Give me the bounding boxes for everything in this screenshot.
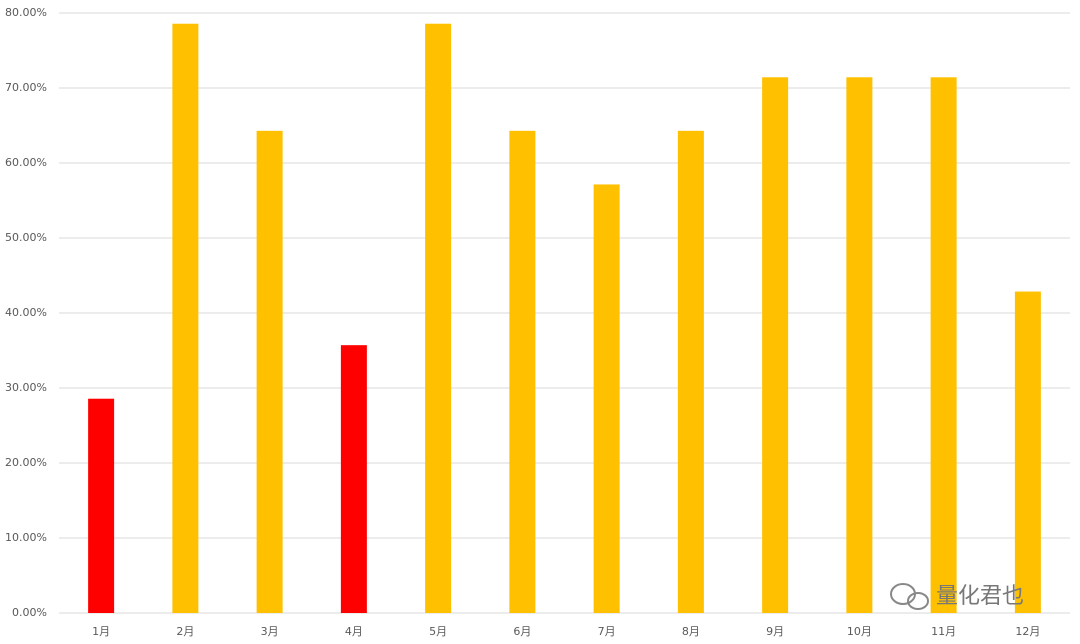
- y-tick-label: 20.00%: [5, 456, 47, 469]
- x-tick-label: 5月: [429, 625, 447, 638]
- bar: [88, 398, 115, 613]
- y-tick-label: 30.00%: [5, 381, 47, 394]
- x-tick-label: 9月: [766, 625, 784, 638]
- y-tick-label: 60.00%: [5, 156, 47, 169]
- watermark: 量化君也: [936, 584, 1024, 609]
- x-tick-label: 12月: [1015, 625, 1040, 638]
- y-tick-label: 50.00%: [5, 231, 47, 244]
- y-tick-label: 10.00%: [5, 531, 47, 544]
- bar: [172, 23, 199, 614]
- bar: [256, 130, 283, 613]
- y-tick-label: 70.00%: [5, 81, 47, 94]
- watermark-icon: [890, 583, 929, 610]
- x-tick-label: 3月: [261, 625, 279, 638]
- y-tick-label: 40.00%: [5, 306, 47, 319]
- x-tick-label: 1月: [92, 625, 110, 638]
- bar: [846, 77, 873, 613]
- bar: [340, 345, 367, 613]
- bar: [509, 130, 536, 613]
- bar: [425, 23, 452, 614]
- x-tick-label: 4月: [345, 625, 363, 638]
- bar: [762, 77, 789, 613]
- bar: [930, 77, 957, 613]
- x-tick-label: 7月: [598, 625, 616, 638]
- bar: [677, 130, 704, 613]
- x-tick-label: 10月: [847, 625, 872, 638]
- x-tick-label: 8月: [682, 625, 700, 638]
- x-tick-label: 11月: [931, 625, 956, 638]
- bar: [1014, 291, 1041, 613]
- x-tick-label: 2月: [176, 625, 194, 638]
- y-tick-label: 0.00%: [12, 606, 47, 619]
- x-tick-label: 6月: [513, 625, 531, 638]
- y-tick-label: 80.00%: [5, 6, 47, 19]
- bar: [593, 184, 620, 613]
